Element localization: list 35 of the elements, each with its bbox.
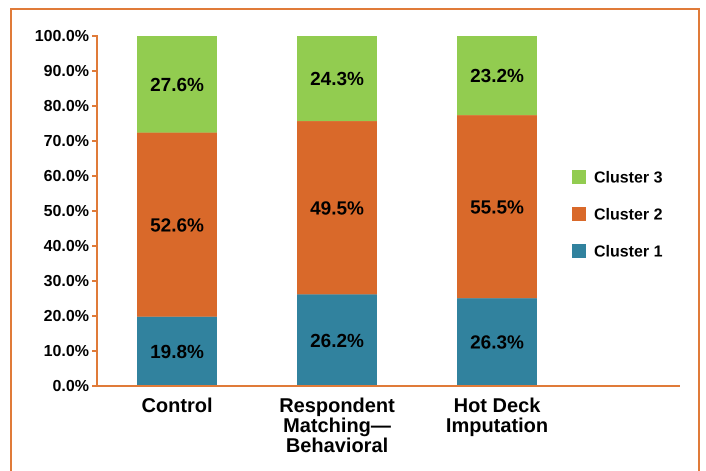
x-tick-label: Control (141, 395, 213, 417)
y-tick-label: 0.0% (52, 378, 89, 396)
text: 26.2% (310, 330, 364, 352)
bar (457, 298, 537, 386)
x-tick-label: Respondent Matching—Behavioral (279, 395, 396, 457)
y-tick-label: 20.0% (44, 308, 89, 326)
y-tick-label: 80.0% (44, 98, 89, 116)
bar (137, 316, 217, 386)
bar (297, 121, 377, 294)
legend-label: Cluster 2 (594, 206, 663, 224)
x-tick-label: Hot Deck Imputation (446, 395, 548, 437)
y-tick-label: 60.0% (44, 168, 89, 186)
y-tick-label: 10.0% (44, 343, 89, 360)
text: 26.3% (470, 332, 524, 354)
bar (457, 36, 537, 116)
y-tick-label: 30.0% (44, 273, 89, 290)
text: 55.5% (470, 197, 524, 218)
text: 49.5% (310, 198, 364, 220)
bar (137, 132, 217, 317)
text: 19.8% (150, 342, 204, 363)
bar (137, 36, 217, 133)
bar (457, 115, 537, 298)
y-tick-label: 40.0% (44, 238, 89, 256)
y-tick-label: 100.0% (34, 28, 89, 46)
text: 24.3% (310, 69, 364, 90)
legend-label: Cluster 1 (594, 244, 663, 261)
y-tick-label: 70.0% (44, 133, 89, 150)
bar (297, 36, 377, 122)
y-tick-label: 50.0% (44, 203, 89, 220)
legend-label: Cluster 3 (594, 170, 663, 187)
text: 23.2% (470, 66, 524, 88)
bar (297, 294, 377, 386)
text: 27.6% (150, 74, 204, 96)
text: 52.6% (150, 215, 204, 236)
y-tick-label: 90.0% (44, 63, 89, 80)
